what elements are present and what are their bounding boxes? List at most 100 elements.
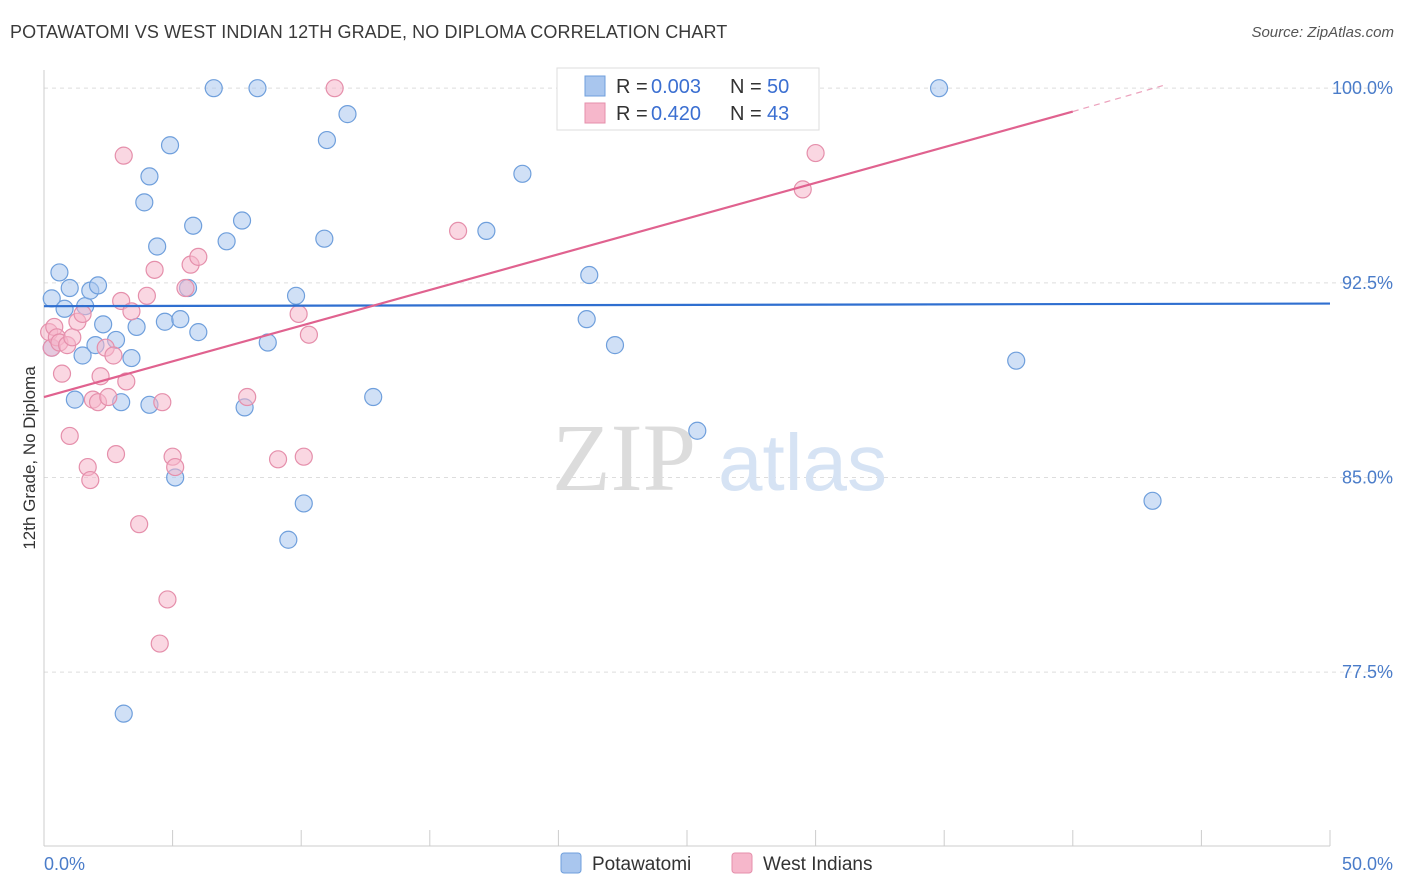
point-potawatomi-16 [140, 167, 159, 186]
y-tick-label-1: 85.0% [1342, 467, 1393, 487]
y-tick-label-2: 92.5% [1342, 273, 1393, 293]
point-west-indians-12 [81, 470, 100, 490]
point-potawatomi-43 [577, 310, 596, 329]
point-potawatomi-46 [688, 421, 707, 440]
point-west-indians-29 [158, 590, 177, 609]
point-west-indians-27 [150, 634, 169, 653]
point-potawatomi-18 [148, 237, 167, 256]
bottom-legend-label-potawatomi: Potawatomi [592, 854, 691, 875]
bottom-legend-swatch-potawatomi [560, 852, 582, 874]
point-west-indians-35 [238, 387, 257, 407]
point-potawatomi-38 [364, 387, 383, 407]
point-potawatomi-13 [122, 348, 141, 368]
legend-n-value-1: 50 [767, 76, 789, 98]
trend-line-dashed-west-indians [1072, 84, 1163, 113]
point-potawatomi-2 [50, 263, 69, 282]
y-tick-label-0: 77.5% [1342, 662, 1393, 682]
point-west-indians-37 [289, 304, 308, 324]
point-west-indians-43 [806, 143, 825, 163]
y-axis-title: 12th Grade, No Diploma [20, 366, 39, 550]
point-west-indians-31 [166, 457, 185, 477]
legend-r-label-1: R = [616, 76, 648, 98]
point-potawatomi-20 [160, 136, 180, 155]
point-potawatomi-41 [477, 221, 496, 241]
point-west-indians-24 [130, 515, 149, 534]
point-west-indians-34 [189, 247, 208, 266]
point-west-indians-42 [793, 180, 812, 199]
watermark-atlas: atlas [718, 418, 887, 507]
point-potawatomi-36 [317, 130, 337, 150]
point-west-indians-26 [145, 260, 164, 279]
chart-source: Source: ZipAtlas.com [1251, 24, 1394, 41]
point-potawatomi-25 [189, 323, 208, 342]
point-west-indians-10 [73, 304, 92, 324]
point-west-indians-25 [137, 286, 156, 305]
watermark-zip: ZIP [552, 404, 696, 511]
legend-box: R = 0.003 N = 50 R = 0.420 N = 43 [556, 67, 820, 131]
point-potawatomi-3 [55, 299, 74, 318]
point-west-indians-38 [294, 447, 313, 466]
point-potawatomi-10 [94, 315, 113, 334]
point-west-indians-18 [104, 346, 123, 365]
point-potawatomi-44 [580, 265, 599, 285]
point-potawatomi-28 [232, 211, 252, 230]
legend-n-label-1: N = [730, 76, 762, 98]
point-west-indians-5 [52, 364, 72, 383]
y-tick-label-3: 100.0% [1332, 78, 1393, 98]
point-west-indians-32 [176, 278, 195, 298]
watermark: ZIP atlas [552, 404, 887, 511]
point-potawatomi-27 [217, 232, 236, 251]
trend-lines [43, 84, 1331, 399]
bottom-legend-label-west-indians: West Indians [763, 854, 872, 875]
chart-title: POTAWATOMI VS WEST INDIAN 12TH GRADE, NO… [10, 22, 728, 42]
point-potawatomi-47 [929, 79, 949, 98]
point-west-indians-8 [63, 328, 82, 347]
legend-r-value-2: 0.420 [651, 103, 701, 125]
point-potawatomi-40 [114, 704, 133, 723]
bottom-legend: Potawatomi West Indians [560, 852, 872, 875]
axes [43, 70, 1331, 847]
point-west-indians-36 [268, 450, 288, 469]
bottom-legend-swatch-west-indians [731, 852, 753, 874]
legend-n-label-2: N = [730, 103, 762, 125]
point-west-indians-23 [122, 302, 141, 321]
point-potawatomi-37 [338, 105, 357, 124]
point-potawatomi-30 [248, 79, 267, 98]
point-west-indians-40 [325, 79, 344, 98]
legend-n-value-2: 43 [767, 103, 789, 125]
point-potawatomi-45 [605, 336, 625, 355]
point-west-indians-39 [299, 325, 319, 344]
point-potawatomi-9 [88, 276, 108, 295]
point-potawatomi-22 [171, 310, 190, 329]
point-west-indians-28 [153, 393, 172, 412]
point-potawatomi-48 [1007, 351, 1026, 370]
trend-line-potawatomi [43, 302, 1331, 308]
point-potawatomi-14 [127, 317, 146, 337]
grid-lines [44, 87, 1392, 673]
point-potawatomi-19 [155, 312, 174, 331]
point-potawatomi-5 [65, 390, 84, 409]
point-potawatomi-32 [279, 530, 298, 549]
point-potawatomi-34 [294, 494, 313, 513]
legend-swatch-potawatomi [584, 75, 606, 97]
point-potawatomi-24 [184, 216, 203, 235]
x-tick-label-max: 50.0% [1342, 854, 1393, 874]
point-potawatomi-35 [315, 229, 334, 248]
point-potawatomi-33 [286, 286, 306, 305]
point-potawatomi-42 [513, 164, 532, 183]
point-west-indians-19 [106, 445, 126, 464]
point-west-indians-22 [117, 372, 136, 391]
legend-swatch-west-indians [584, 102, 606, 124]
point-potawatomi-15 [135, 193, 154, 212]
x-tick-label-min: 0.0% [44, 854, 85, 874]
point-west-indians-41 [448, 221, 468, 241]
tick-labels: 77.5% 85.0% 92.5% 100.0% 0.0% 50.0% [44, 78, 1393, 874]
point-west-indians-17 [99, 387, 118, 407]
point-potawatomi-49 [1143, 491, 1162, 510]
point-west-indians-21 [114, 146, 133, 165]
point-potawatomi-6 [73, 346, 92, 365]
legend-r-label-2: R = [616, 103, 648, 125]
point-potawatomi-26 [204, 79, 223, 98]
point-potawatomi-4 [60, 278, 79, 298]
